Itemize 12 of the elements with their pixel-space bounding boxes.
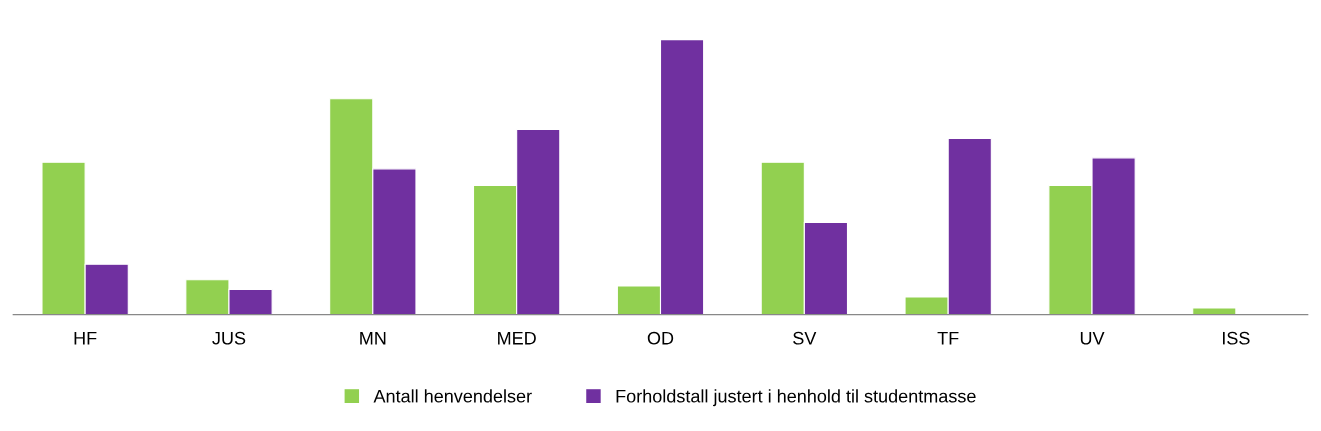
x-tick-label: UV <box>1080 331 1105 345</box>
x-tick-label: MED <box>498 331 536 345</box>
x-tick-label: SV <box>793 331 817 345</box>
legend-label: Antall henvendelser <box>373 389 532 403</box>
x-tick-label: HF <box>74 331 97 345</box>
legend-label: Forholdstall justert i henhold til studentmasse <box>616 389 976 407</box>
x-tick-label: TF <box>937 331 959 345</box>
x-tick-label: JUS <box>212 331 246 345</box>
x-tick-label: ISS <box>1222 331 1250 345</box>
x-tick-label: OD <box>647 331 674 345</box>
bar <box>1192 307 1237 315</box>
x-tick-label: MN <box>360 331 386 345</box>
